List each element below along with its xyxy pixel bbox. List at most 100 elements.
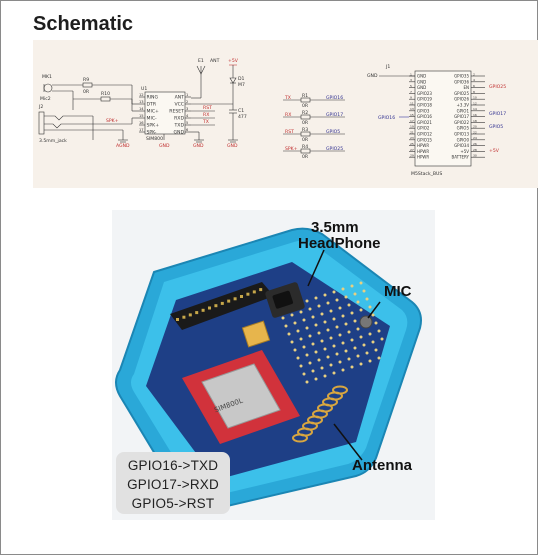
ic-left-pin-name: RING (147, 95, 159, 101)
coil-turn (292, 433, 308, 443)
bus-right-pin-number: 28 (473, 148, 477, 152)
bus-left-pin-number: 13 (410, 107, 414, 111)
bus-left-pin: GPIO16 (417, 114, 432, 119)
bus-left-pin-number: 27 (410, 148, 414, 152)
mic-arrow (367, 301, 381, 319)
bus-left-pin-number: 19 (410, 125, 414, 129)
bus-right-pin-number: 12 (473, 101, 477, 105)
bus-right-pin: GPIO13 (454, 132, 469, 137)
bus-right-pin-number: 22 (473, 130, 477, 134)
net-rx-label: RX (203, 112, 209, 118)
perf-hole (356, 327, 360, 331)
header-pin (182, 315, 186, 319)
r9-value-label: 0R (83, 89, 90, 95)
bus-left-pin: GPIO2 (417, 126, 430, 131)
ic-left-pin-number: 15 (139, 114, 144, 118)
bus-right-pin-number: 20 (473, 125, 477, 129)
series-gpio-label: GPIO17 (326, 112, 343, 118)
bus-left-pin-number: 11 (410, 101, 414, 105)
ic-right-pin-number: 3 (186, 107, 188, 111)
header-pin (240, 295, 243, 298)
spk-net-label: SPK+ (106, 118, 119, 124)
perf-hole (326, 328, 330, 332)
m5stack-bus-connector: J1 M5Stack_BUS GND1GND3GND5GPIO237GPIO19… (367, 64, 506, 177)
ic-right-pin-name: ANT (175, 95, 185, 101)
callout-headphone-line2: HeadPhone (298, 235, 381, 252)
perf-hole (299, 310, 303, 314)
perf-hole (377, 329, 381, 333)
ic-left-pin-number: 16 (139, 121, 144, 125)
perf-hole (323, 374, 327, 378)
perf-hole (326, 355, 330, 359)
headphone-jack (265, 282, 305, 318)
perf-hole (305, 299, 309, 303)
series-net-label: RX (285, 112, 291, 118)
power-5v-label: +5V (228, 58, 239, 64)
series-resistor-ref: R3 (302, 127, 308, 133)
ic-right-pin-name: GND (173, 130, 184, 136)
perf-hole (323, 320, 327, 324)
callout-headphone-line1: 3.5mm (311, 219, 359, 236)
bus-name-label: M5Stack_BUS (411, 171, 442, 177)
perf-hole (365, 297, 369, 301)
perf-hole (368, 332, 372, 336)
bus-left-pin: GPIO15 (417, 137, 432, 142)
perf-hole (344, 322, 348, 326)
gpio-mapping-box: GPIO16->TXD GPIO17->RXD GPIO5->RST (116, 452, 230, 514)
series-gpio-label: GPIO25 (326, 146, 343, 152)
perf-hole (329, 336, 333, 340)
series-resistor-value: 0R (302, 137, 309, 143)
bus-right-pin-number: 10 (473, 96, 477, 100)
header-pin (201, 308, 205, 312)
bus-left-pin-number: 3 (410, 78, 412, 82)
page-title: Schematic (33, 13, 134, 35)
gpio-line-rst: GPIO5->RST (131, 496, 215, 511)
perf-hole (371, 340, 375, 344)
perf-hole (371, 313, 375, 317)
perf-hole (293, 321, 297, 325)
perf-hole (380, 337, 384, 341)
bus-right-pin: GPIO17 (454, 114, 469, 119)
perf-hole (341, 287, 345, 291)
perf-hole (341, 314, 345, 318)
perf-hole (317, 358, 321, 362)
header-pin (259, 288, 263, 292)
perf-hole (335, 298, 339, 302)
bus-left-pin-number: 5 (410, 84, 412, 88)
perf-hole (359, 308, 363, 312)
perf-hole (338, 360, 342, 364)
r9-ref-label: R9 (83, 77, 89, 83)
bus-left-pin: HPWR (417, 149, 429, 154)
bus-right-pin-number: 2 (473, 72, 475, 76)
bus-left-pin: HPWR (417, 155, 429, 160)
series-resistor-value: 0R (302, 120, 309, 126)
header-pin (188, 313, 192, 317)
perf-hole (377, 356, 381, 360)
bus-right-pin-number: 16 (473, 113, 477, 117)
perf-hole (323, 293, 327, 297)
bus-left-pin: GND (417, 79, 426, 84)
series-net-label: RST (285, 129, 294, 135)
gpio-line-rxd: GPIO17->RXD (127, 477, 219, 492)
bus-right-pin: GPIO26 (454, 97, 469, 102)
perf-hole (326, 301, 330, 305)
perf-hole (287, 332, 291, 336)
perf-hole (347, 357, 351, 361)
bus-left-pin-number: 17 (410, 119, 414, 123)
ic-left-pin-name: SPK+ (147, 123, 160, 129)
bus-right-pin-number: 14 (473, 107, 477, 111)
bus-ext-right-3: GPIO5 (489, 124, 503, 130)
ic-right-pin-name: TXD (174, 123, 185, 129)
bus-left-pin-number: 21 (410, 130, 414, 134)
bus-right-pin: +5V (460, 149, 469, 154)
perf-hole (281, 316, 285, 320)
perf-hole (305, 380, 309, 384)
perf-hole (353, 346, 357, 350)
bus-right-pin: GPIO34 (454, 143, 469, 148)
header-pin (246, 292, 250, 296)
net-rst-label: RST (203, 105, 212, 111)
bus-right-pin: +3.3V (457, 103, 470, 108)
cap-ref-label: C1 (238, 108, 244, 114)
resistor-r10: R10 (100, 91, 111, 102)
perf-hole (308, 307, 312, 311)
